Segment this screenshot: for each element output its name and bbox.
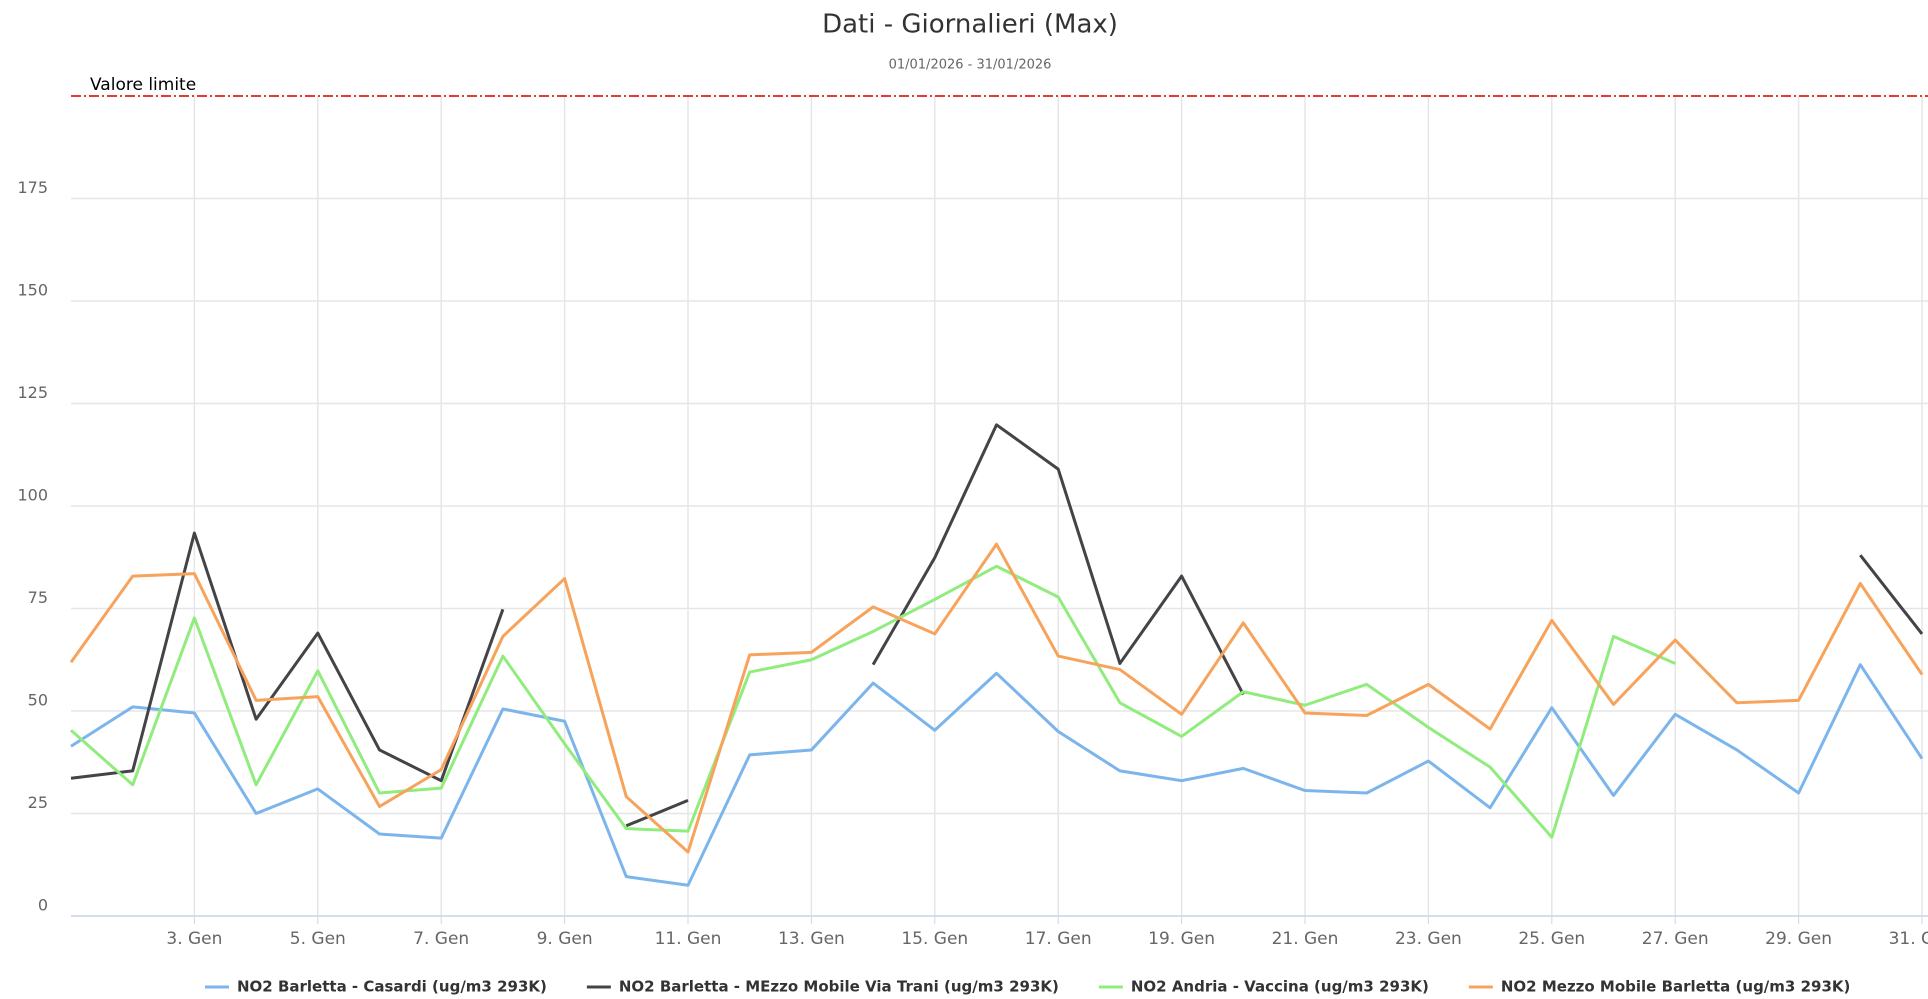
chart-subtitle: 01/01/2026 - 31/01/2026 bbox=[889, 58, 1052, 73]
y-tick-label: 25 bbox=[28, 793, 48, 812]
x-tick-label: 3. Gen bbox=[166, 929, 222, 949]
x-tick-label: 23. Gen bbox=[1395, 929, 1462, 949]
legend-label: NO2 Mezzo Mobile Barletta (ug/m3 293K) bbox=[1501, 978, 1850, 996]
x-tick-label: 17. Gen bbox=[1025, 929, 1092, 949]
x-tick-label: 5. Gen bbox=[290, 929, 346, 949]
y-tick-label: 0 bbox=[38, 896, 48, 915]
legend-label: NO2 Andria - Vaccina (ug/m3 293K) bbox=[1131, 978, 1429, 996]
legend-label: NO2 Barletta - MEzzo Mobile Via Trani (u… bbox=[619, 978, 1059, 996]
y-tick-label: 175 bbox=[17, 178, 48, 197]
x-tick-label: 11. Gen bbox=[655, 929, 722, 949]
x-tick-label: 31. Gen bbox=[1889, 929, 1928, 949]
y-tick-label: 125 bbox=[17, 383, 48, 402]
x-tick-label: 7. Gen bbox=[413, 929, 469, 949]
series-line bbox=[70, 564, 1676, 839]
chart-title: Dati - Giornalieri (Max) bbox=[822, 10, 1118, 40]
x-tick-label: 15. Gen bbox=[901, 929, 968, 949]
x-tick-label: 13. Gen bbox=[778, 929, 845, 949]
y-tick-label: 100 bbox=[17, 486, 48, 505]
series-line bbox=[1859, 554, 1924, 635]
series-line bbox=[625, 798, 689, 828]
x-tick-label: 9. Gen bbox=[537, 929, 593, 949]
y-tick-label: 150 bbox=[17, 281, 48, 300]
x-tick-label: 19. Gen bbox=[1148, 929, 1215, 949]
x-tick-label: 27. Gen bbox=[1642, 929, 1709, 949]
y-tick-label: 50 bbox=[28, 691, 48, 710]
series-line bbox=[69, 542, 1924, 854]
x-tick-label: 29. Gen bbox=[1765, 929, 1832, 949]
y-tick-label: 75 bbox=[28, 588, 48, 607]
series-line bbox=[70, 663, 1924, 887]
x-tick-label: 21. Gen bbox=[1272, 929, 1339, 949]
limit-label: Valore limite bbox=[90, 75, 196, 95]
x-tick-label: 25. Gen bbox=[1518, 929, 1585, 949]
series-line bbox=[70, 531, 505, 783]
legend-label: NO2 Barletta - Casardi (ug/m3 293K) bbox=[237, 978, 547, 996]
series-line bbox=[871, 423, 1245, 696]
